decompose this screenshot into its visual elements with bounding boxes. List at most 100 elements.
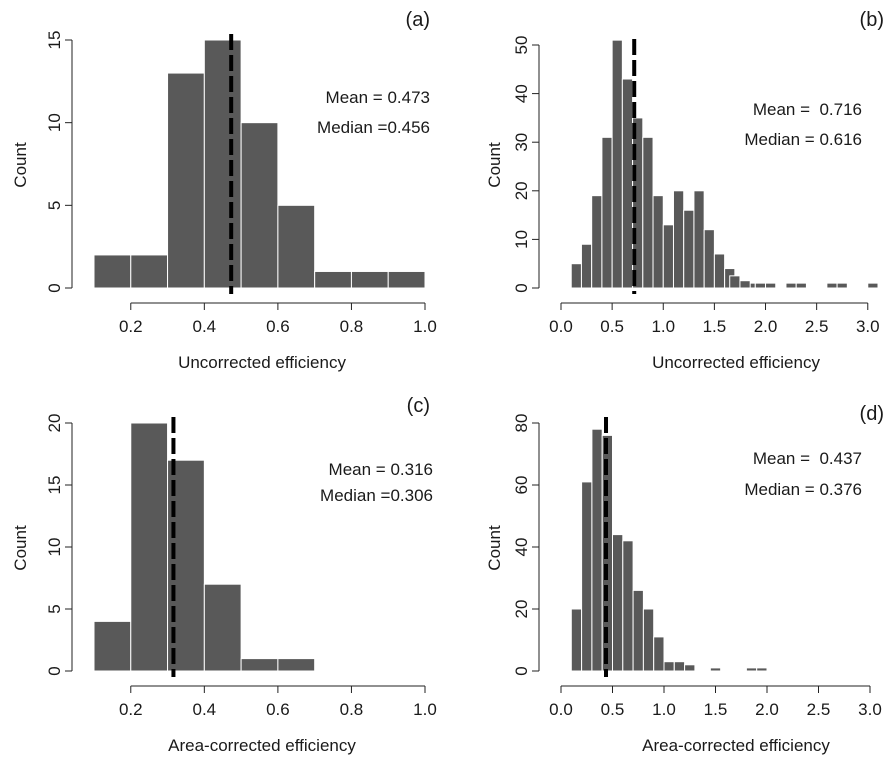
- histogram-bar: [93, 254, 132, 289]
- x-tick-label: 0.4: [193, 317, 217, 336]
- y-axis-title: Count: [485, 142, 504, 188]
- median-annotation: Median =0.306: [320, 486, 433, 505]
- x-axis-title: Area-corrected efficiency: [168, 736, 356, 755]
- histogram-bar: [673, 661, 686, 672]
- y-tick-label: 10: [45, 113, 64, 132]
- x-tick-label: 0.6: [266, 700, 290, 719]
- x-tick-label: 0.6: [266, 317, 290, 336]
- y-tick-label: 20: [45, 414, 64, 433]
- x-tick-label: 0.4: [193, 700, 217, 719]
- x-tick-label: 3.0: [858, 700, 882, 719]
- x-tick-label: 0.8: [340, 317, 364, 336]
- y-tick-label: 10: [512, 230, 531, 249]
- x-tick-label: 0.5: [600, 317, 624, 336]
- y-tick-label: 5: [45, 604, 64, 613]
- y-tick-label: 30: [512, 133, 531, 152]
- histogram-bar: [709, 667, 722, 672]
- y-axis: 0 5 10 15: [45, 31, 73, 293]
- mean-annotation: Mean = 0.316: [329, 460, 433, 479]
- histogram-bars: [93, 422, 316, 672]
- histogram-bar: [621, 78, 634, 289]
- histogram-bar: [570, 608, 583, 672]
- histogram-bar: [867, 282, 879, 289]
- x-tick-label: 0.0: [549, 317, 573, 336]
- histogram-bar: [642, 608, 655, 672]
- histogram-bar: [826, 282, 838, 289]
- histogram-bar: [632, 589, 644, 672]
- x-tick-label: 3.0: [856, 317, 880, 336]
- x-tick-label: 2.5: [807, 700, 831, 719]
- histogram-bar: [350, 270, 389, 289]
- x-tick-label: 0.8: [340, 700, 364, 719]
- histogram-bar: [754, 282, 767, 289]
- x-axis: 0.0 0.5 1.0 1.5 2.0 2.5 3.0: [549, 685, 882, 719]
- histogram-bar: [703, 229, 715, 289]
- y-tick-label: 60: [512, 476, 531, 495]
- histogram-bar: [580, 243, 593, 289]
- histogram-bar: [581, 481, 593, 672]
- histogram-bars: [570, 39, 879, 289]
- histogram-bar: [662, 224, 674, 289]
- x-tick-label: 1.0: [413, 317, 437, 336]
- panel-label: (a): [406, 9, 430, 31]
- histogram-bar: [203, 583, 242, 672]
- x-tick-label: 0.2: [119, 317, 143, 336]
- histogram-bar: [622, 540, 634, 672]
- y-tick-label: 40: [512, 84, 531, 103]
- y-tick-label: 0: [512, 666, 531, 675]
- panel-label: (b): [860, 9, 884, 31]
- x-tick-label: 0.2: [119, 700, 143, 719]
- y-tick-label: 0: [45, 666, 64, 675]
- histogram-bar: [642, 136, 654, 289]
- y-tick-label: 40: [512, 538, 531, 557]
- panel-label: (c): [407, 395, 430, 417]
- histogram-bar: [611, 39, 623, 289]
- histogram-bar: [277, 204, 316, 289]
- x-axis: 0.2 0.4 0.6 0.8 1.0: [119, 685, 437, 719]
- x-axis: 0.0 0.5 1.0 1.5 2.0 2.5 3.0: [549, 302, 880, 336]
- x-tick-label: 1.0: [413, 700, 437, 719]
- histogram-bar: [739, 280, 751, 289]
- histogram-bars: [570, 428, 768, 672]
- y-tick-label: 20: [512, 600, 531, 619]
- histogram-bar: [836, 282, 848, 289]
- x-tick-label: 1.0: [651, 317, 675, 336]
- x-tick-label: 2.0: [755, 700, 779, 719]
- histogram-bar: [130, 422, 169, 672]
- histogram-panel-d: 0.0 0.5 1.0 1.5 2.0 2.5 3.0 0 20 40 60 80 Area-corre…: [485, 403, 884, 755]
- x-axis-title: Uncorrected efficiency: [178, 353, 346, 372]
- histogram-bar: [601, 136, 613, 289]
- x-tick-label: 0.0: [549, 700, 573, 719]
- y-axis: 0 10 20 30 40 50: [512, 36, 540, 293]
- histogram-bar: [240, 658, 279, 672]
- histogram-bar: [693, 190, 705, 289]
- y-axis: 0 5 10 15 20: [45, 414, 73, 676]
- histogram-bar: [93, 620, 132, 672]
- x-axis-title: Uncorrected efficiency: [652, 353, 820, 372]
- histogram-bar: [663, 661, 675, 672]
- histogram-panel-a: 0.2 0.4 0.6 0.8 1.0 0 5 10 15 Uncorrected efficie…: [11, 9, 437, 372]
- histogram-bar: [713, 253, 726, 289]
- histogram-bar: [795, 282, 807, 289]
- histogram-bar: [167, 72, 205, 289]
- histogram-panel-b: 0.0 0.5 1.0 1.5 2.0 2.5 3.0 0 10 20 30 40 50 Uncorrec…: [485, 9, 884, 372]
- y-tick-label: 0: [45, 283, 64, 292]
- median-annotation: Median = 0.376: [744, 480, 862, 499]
- y-axis-title: Count: [485, 525, 504, 571]
- histogram-bar: [570, 263, 582, 289]
- histogram-bar: [314, 270, 352, 289]
- mean-annotation: Mean = 0.473: [326, 88, 430, 107]
- histogram-panel-c: 0.2 0.4 0.6 0.8 1.0 0 5 10 15 20 Area-corrected ef…: [11, 395, 437, 755]
- y-tick-label: 15: [45, 31, 64, 50]
- histogram-bar: [756, 667, 768, 672]
- y-axis: 0 20 40 60 80: [512, 414, 540, 676]
- histogram-bar: [591, 428, 603, 672]
- histogram-bar: [612, 534, 624, 672]
- y-tick-label: 80: [512, 414, 531, 433]
- y-tick-label: 50: [512, 36, 531, 55]
- histogram-bar: [745, 667, 758, 672]
- x-axis: 0.2 0.4 0.6 0.8 1.0: [119, 302, 437, 336]
- histogram-bar: [729, 275, 741, 289]
- x-tick-label: 2.0: [754, 317, 778, 336]
